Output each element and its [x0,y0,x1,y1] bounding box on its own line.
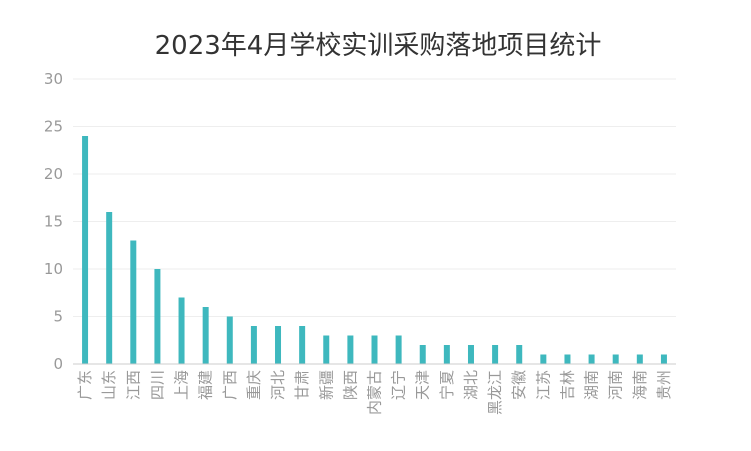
bar [636,354,643,364]
bar [347,335,354,364]
x-tick-label: 河南 [607,370,625,400]
bar [467,345,474,364]
bar [492,345,499,364]
bar [371,335,378,364]
bars [82,136,667,364]
gridlines [73,78,676,317]
bar [82,136,89,364]
x-tick-label: 海南 [631,370,649,400]
bar [299,326,306,364]
bar [419,345,426,364]
bar [564,354,571,364]
y-tick-label: 25 [44,118,63,136]
x-tick-label: 安徽 [510,370,528,400]
x-tick-label: 吉林 [558,370,576,400]
x-tick-label: 江苏 [534,370,552,400]
x-tick-label: 上海 [173,370,191,400]
bar [154,269,161,364]
bar [106,212,113,364]
y-tick-label: 15 [44,213,63,231]
bar [178,297,185,364]
bar [443,345,450,364]
x-tick-label: 山东 [100,370,118,400]
y-tick-label: 30 [44,70,63,88]
x-tick-label: 宁夏 [438,370,456,400]
y-axis-ticks: 0 5 10 15 20 25 30 [44,70,63,373]
x-tick-label: 内蒙古 [366,370,384,415]
x-axis-ticks: 广东 山东 江西 四川 上海 福建 广西 重庆 河北 甘肃 新疆 陕西 内蒙古 辽宁 天津 宁夏 湖北 黑龙江 安徽… [76,370,673,415]
x-tick-label: 贵州 [655,370,673,400]
bar [275,326,282,364]
y-tick-label: 10 [44,260,63,278]
bar [588,354,595,364]
x-tick-label: 黑龙江 [486,370,504,415]
bar [516,345,523,364]
x-tick-label: 福建 [197,370,215,400]
bar [226,316,233,364]
bar [323,335,330,364]
bar [660,354,667,364]
x-tick-label: 新疆 [317,370,335,400]
bar [395,335,402,364]
x-tick-label: 河北 [269,370,287,400]
bar [130,240,137,364]
x-tick-label: 甘肃 [293,370,311,400]
x-tick-label: 湖南 [583,370,601,400]
chart-title: 2023年4月学校实训采购落地项目统计 [155,31,602,61]
bar [612,354,619,364]
x-tick-label: 湖北 [462,370,480,400]
x-tick-label: 天津 [414,370,432,400]
bar [540,354,547,364]
x-tick-label: 四川 [148,370,166,400]
x-tick-label: 江西 [124,370,142,400]
y-tick-label: 5 [53,308,63,326]
bar [250,326,257,364]
x-tick-label: 广西 [221,370,239,400]
y-tick-label: 20 [44,165,63,183]
y-tick-label: 0 [53,355,63,373]
x-tick-label: 辽宁 [390,370,408,400]
x-tick-label: 广东 [76,370,94,400]
bar [202,307,209,364]
x-tick-label: 陕西 [341,370,359,400]
x-tick-label: 重庆 [245,370,263,400]
